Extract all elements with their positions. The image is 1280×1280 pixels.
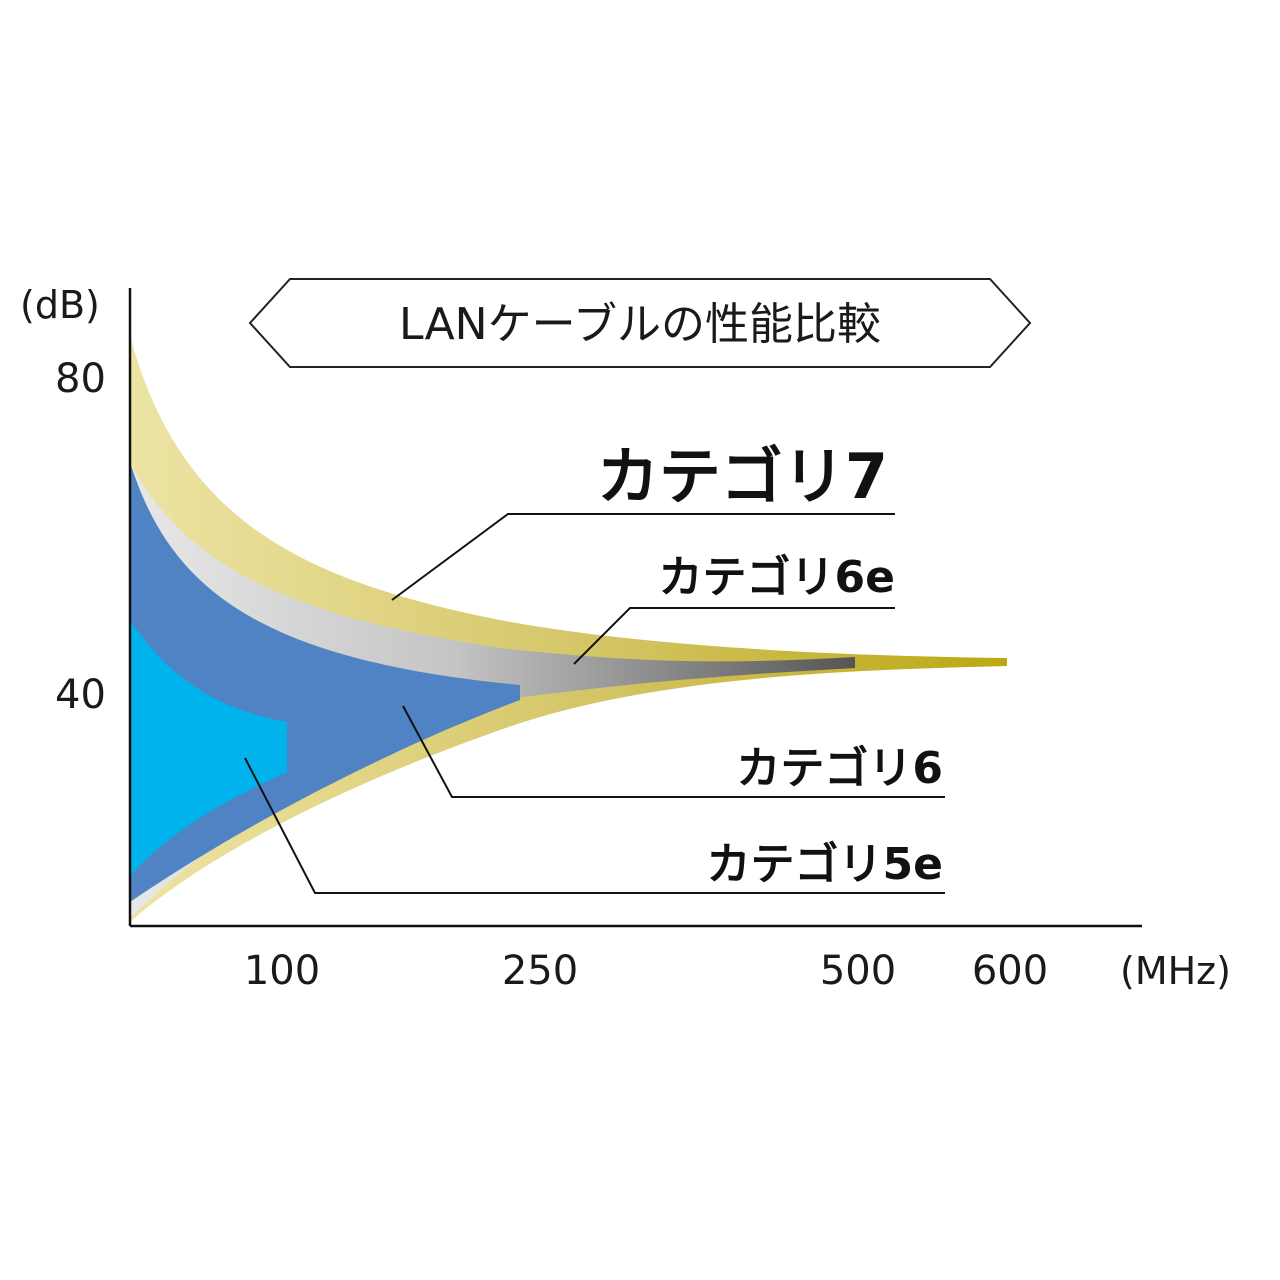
label-category5e: カテゴリ5e <box>707 839 943 890</box>
area-category7 <box>130 336 1007 922</box>
x-tick-250: 250 <box>502 948 578 994</box>
x-tick-100: 100 <box>244 948 320 994</box>
callout-line-category6e <box>573 607 895 665</box>
x-tick-600: 600 <box>972 948 1048 994</box>
label-category7: カテゴリ7 <box>597 440 888 513</box>
callout-line-category6 <box>402 705 945 798</box>
x-axis-unit: (MHz) <box>1120 949 1231 993</box>
callout-line-category5e <box>244 757 945 894</box>
chart-title: LANケーブルの性能比較 <box>399 299 881 350</box>
y-tick-80: 80 <box>55 356 106 402</box>
area-category5e <box>130 620 287 876</box>
y-axis-unit: (dB) <box>20 283 100 327</box>
callout-line-category7 <box>391 513 895 601</box>
y-tick-40: 40 <box>55 672 106 718</box>
label-category6e: カテゴリ6e <box>659 552 895 603</box>
x-tick-500: 500 <box>820 948 896 994</box>
title-banner <box>248 278 1032 368</box>
label-category6: カテゴリ6 <box>736 743 943 794</box>
